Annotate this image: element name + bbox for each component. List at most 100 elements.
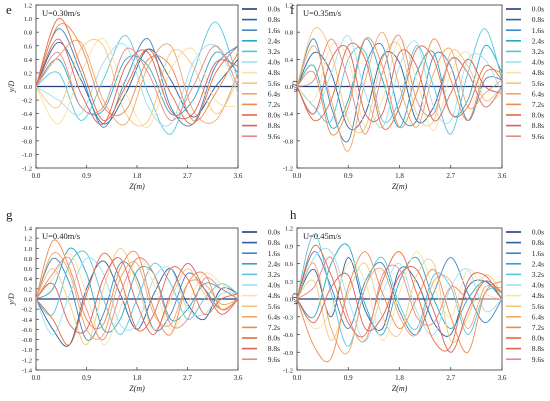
panel-g: g U=0.40m/s -1.4 -1.2 -1.0 -0.8 -0.6 -0.4 -0.2 0.… (6, 207, 280, 393)
series-line (297, 266, 502, 353)
legend-label: 4.0s (268, 281, 280, 290)
series-line (36, 250, 238, 335)
y-tick-label: -0.6 (22, 327, 33, 334)
y-tick-label: -0.2 (22, 98, 32, 105)
legend-label: 8.8s (268, 121, 280, 130)
series-line (297, 244, 502, 352)
y-tick-label: -0.4 (22, 111, 33, 118)
y-tick-label: 1.2 (24, 3, 32, 10)
legend-label: 0.8s (268, 15, 280, 24)
legend-label: 4.8s (532, 68, 544, 77)
y-tick-label: -0.8 (283, 138, 293, 145)
y-tick-label: -1.2 (22, 166, 32, 173)
y-tick-label: 0.4 (24, 57, 33, 64)
x-tick-label: 0.9 (344, 374, 353, 382)
legend-label: 6.4s (268, 312, 280, 321)
y-tick-label: -0.6 (22, 125, 33, 132)
series-line (36, 38, 238, 127)
y-axis-label: y/D (291, 81, 300, 94)
panel-letter: h (290, 207, 297, 222)
series-line (36, 247, 238, 346)
legend-label: 0.0s (532, 5, 544, 14)
legend-label: 0.8s (532, 15, 544, 24)
series-line (36, 38, 238, 128)
y-tick-label: 0.8 (24, 256, 32, 263)
series-lines (297, 27, 502, 152)
panel-letter: f (290, 2, 295, 17)
speed-annotation: U=0.35m/s (303, 8, 341, 18)
series-line (36, 38, 238, 125)
legend-label: 0.0s (268, 228, 280, 237)
y-axis-label: y/D (7, 81, 16, 94)
y-tick-label: -1.0 (22, 347, 32, 354)
y-tick-label: -1.0 (22, 152, 32, 159)
x-tick-label: 1.8 (133, 172, 142, 180)
panel-letter: g (6, 207, 13, 222)
x-tick-label: 0.0 (32, 374, 41, 382)
legend-label: 0.0s (532, 228, 544, 237)
y-tick-label: 1.2 (285, 226, 293, 233)
legend-label: 2.4s (532, 36, 544, 45)
x-tick-label: 0.9 (82, 172, 91, 180)
legend-label: 3.2s (532, 47, 544, 56)
legend-label: 1.6s (532, 26, 544, 35)
speed-annotation: U=0.45m/s (303, 231, 341, 241)
x-tick-label: 3.6 (234, 374, 243, 382)
legend-label: 2.4s (268, 259, 280, 268)
legend-label: 6.4s (532, 312, 544, 321)
legend-label: 4.0s (532, 281, 544, 290)
x-tick-label: 1.8 (395, 172, 404, 180)
series-line (36, 23, 238, 122)
x-tick-label: 2.7 (183, 374, 192, 382)
y-tick-label: -0.4 (283, 111, 294, 118)
legend-label: 4.0s (532, 58, 544, 67)
x-axis-label: Z(m) (392, 182, 408, 191)
legend-label: 5.6s (268, 302, 280, 311)
x-tick-label: 0.9 (344, 172, 353, 180)
x-axis-label: Z(m) (392, 384, 408, 393)
y-tick-label: 1.2 (285, 3, 293, 10)
y-tick-label: -0.8 (22, 337, 32, 344)
series-line (36, 252, 238, 346)
legend-label: 3.2s (268, 47, 280, 56)
x-tick-label: 1.8 (133, 374, 142, 382)
y-tick-label: 0.3 (285, 279, 293, 286)
series-line (297, 27, 502, 134)
series-line (36, 43, 238, 127)
series-line (36, 256, 238, 341)
x-tick-label: 0.9 (82, 374, 91, 382)
y-tick-label: 0.0 (285, 297, 293, 304)
series-line (297, 42, 502, 130)
y-tick-label: -0.8 (22, 138, 32, 145)
series-line (36, 239, 238, 336)
speed-annotation: U=0.40m/s (42, 231, 80, 241)
y-tick-label: -1.4 (22, 368, 33, 375)
legend-label: 5.6s (268, 79, 280, 88)
y-tick-label: 1.0 (24, 16, 32, 23)
speed-annotation: U=0.30m/s (42, 8, 80, 18)
legend-label: 7.2s (268, 100, 280, 109)
legend-label: 1.6s (268, 249, 280, 258)
series-line (36, 18, 238, 125)
legend-label: 9.6s (268, 132, 280, 141)
x-tick-label: 2.7 (446, 374, 455, 382)
legend-label: 4.8s (532, 291, 544, 300)
y-tick-label: -0.9 (283, 350, 293, 357)
y-tick-label: 0.6 (285, 261, 294, 268)
series-line (297, 258, 502, 343)
y-tick-label: 0.9 (285, 243, 293, 250)
y-tick-label: 0.0 (24, 297, 32, 304)
legend-label: 8.0s (532, 111, 544, 120)
x-tick-label: 0.0 (293, 374, 302, 382)
y-axis-label: y/D (291, 293, 300, 306)
y-tick-label: 0.4 (285, 57, 294, 64)
x-axis-label: Z(m) (129, 384, 145, 393)
legend-label: 7.2s (532, 323, 544, 332)
legend-label: 8.8s (268, 344, 280, 353)
x-tick-label: 0.0 (293, 172, 302, 180)
series-line (297, 44, 502, 122)
series-lines (36, 239, 238, 347)
legend-label: 9.6s (532, 355, 544, 364)
y-tick-label: 1.4 (24, 226, 33, 233)
